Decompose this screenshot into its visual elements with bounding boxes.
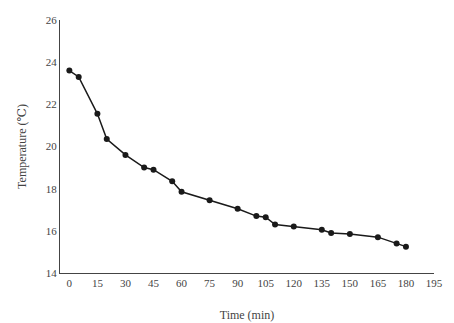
svg-text:15: 15 xyxy=(92,277,104,289)
svg-text:105: 105 xyxy=(257,277,274,289)
svg-text:120: 120 xyxy=(286,277,303,289)
svg-text:30: 30 xyxy=(120,277,132,289)
svg-text:18: 18 xyxy=(46,183,58,195)
svg-text:20: 20 xyxy=(46,140,58,152)
svg-text:Temperature (℃): Temperature (℃) xyxy=(15,104,29,189)
svg-text:26: 26 xyxy=(46,14,58,26)
svg-text:24: 24 xyxy=(46,56,58,68)
svg-text:0: 0 xyxy=(67,277,73,289)
svg-text:75: 75 xyxy=(204,277,216,289)
svg-text:22: 22 xyxy=(46,98,57,110)
svg-text:14: 14 xyxy=(46,267,58,279)
svg-text:150: 150 xyxy=(342,277,359,289)
svg-text:165: 165 xyxy=(370,277,387,289)
svg-text:90: 90 xyxy=(232,277,244,289)
svg-text:60: 60 xyxy=(176,277,188,289)
svg-text:Time (min): Time (min) xyxy=(220,308,275,322)
svg-text:195: 195 xyxy=(426,277,443,289)
svg-text:45: 45 xyxy=(148,277,160,289)
svg-text:16: 16 xyxy=(46,225,58,237)
svg-text:180: 180 xyxy=(398,277,415,289)
svg-text:135: 135 xyxy=(314,277,331,289)
